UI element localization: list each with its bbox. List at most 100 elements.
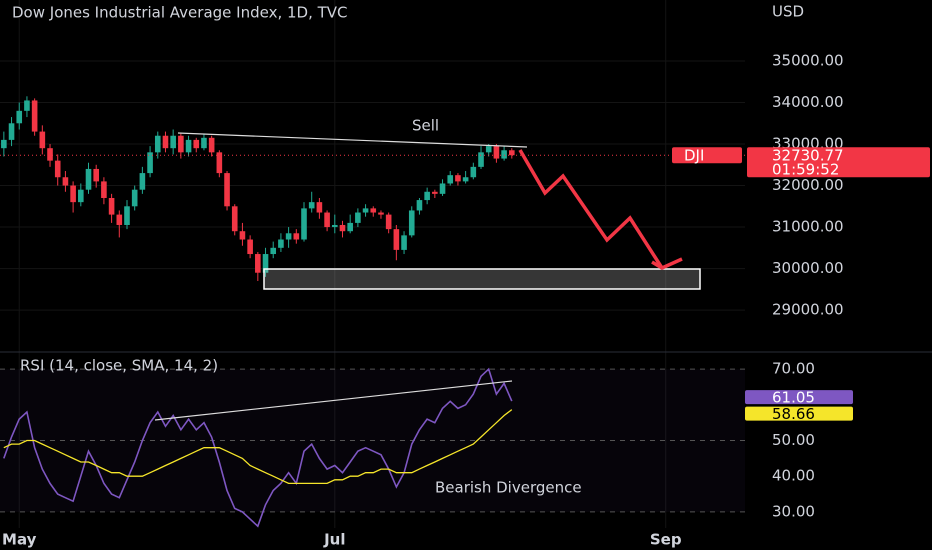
candle-body [293,233,300,240]
candle-body [108,198,115,215]
candle-body [1,139,7,149]
candle-body [239,231,246,240]
candle-body [339,224,346,232]
value-tag [745,390,853,405]
candle-body [116,214,123,225]
candle-body [262,254,269,273]
candle-body [501,150,507,159]
candle-body [455,175,461,182]
candle-body [54,160,61,178]
annotation: Bearish Divergence [435,479,582,497]
candle-body [485,146,492,153]
candle-body [462,177,469,182]
candle-body [193,139,200,149]
forecast-arrow [518,149,664,269]
y-tick-label: 35000.00 [772,52,844,70]
candle-body [316,202,323,213]
y-tick-label: 30000.00 [772,259,844,277]
symbol-label: DJI [684,147,704,165]
candle-body [424,191,430,201]
chart-title: Dow Jones Industrial Average Index, 1D, … [12,4,348,22]
y-tick-label: 29000.00 [772,301,844,319]
y-tick-label: 40.00 [772,467,815,485]
candle-body [278,239,284,248]
candle-body [47,148,53,161]
value-tag [745,406,853,421]
candle-body [393,229,400,250]
candle-body [31,100,38,132]
candle-body [93,168,100,182]
price-label: 32730.77 [772,147,844,165]
candle-body [124,206,130,225]
candle-body [416,200,423,211]
series-line [3,367,513,528]
candle-body [447,175,454,184]
candle-body [101,181,107,198]
candle-body [432,191,438,194]
candle-body [408,210,415,236]
arrow-head [651,257,683,270]
candle-body [85,168,92,190]
candle-body [308,202,315,209]
candle-body [178,135,184,153]
candle-body [154,135,161,153]
support-zone [263,268,701,290]
candle-body [378,212,384,215]
value-label: 58.66 [772,405,815,423]
candle-body [139,173,146,190]
candle-body [362,208,369,213]
candle-body [301,208,307,240]
annotation: Sell [412,117,439,135]
divergence-line [154,380,513,421]
candle-body [162,135,169,149]
candle-body [493,146,500,159]
candle-body [70,185,76,203]
candle-body [347,222,353,232]
y-tick-label: 34000.00 [772,93,844,111]
candle-body [147,152,153,174]
value-label: 61.05 [772,389,815,407]
candle-body [216,152,223,174]
candle-body [78,189,84,203]
candle-body [8,123,15,140]
candle-body [324,212,330,228]
candle-body [231,206,238,232]
candle-body [62,177,69,186]
y-tick-label: 31000.00 [772,218,844,236]
candle-body [285,233,292,240]
candle-body [131,189,138,207]
candle-body [470,166,477,178]
candle-body [208,137,215,153]
y-tick-label: 70.00 [772,360,815,378]
candle-body [170,135,176,149]
price-tag [747,147,930,178]
trend-line [177,132,528,148]
candle-body [439,183,446,194]
candle-body [509,150,515,156]
y-tick-label: 30.00 [772,502,815,520]
candle-body [355,212,361,223]
y-tick-label: 50.00 [772,431,815,449]
series-line [3,409,513,485]
candle-body [201,137,207,149]
candle-body [270,247,277,255]
x-tick-label: Sep [650,531,682,549]
candle-body [39,131,46,149]
indicator-title: RSI (14, close, SMA, 14, 2) [20,357,218,375]
candle-body [331,224,338,228]
x-tick-label: Jul [323,531,345,549]
candle-body [247,239,253,255]
candle-body [16,110,23,124]
symbol-tag [672,147,742,164]
y-tick-label: 32000.00 [772,176,844,194]
candle-body [385,214,392,230]
currency: USD [772,3,804,21]
candle-body [478,152,484,167]
candle-body [24,100,30,111]
candle-body [370,208,377,213]
candle-body [255,254,261,273]
candle-body [401,235,407,250]
